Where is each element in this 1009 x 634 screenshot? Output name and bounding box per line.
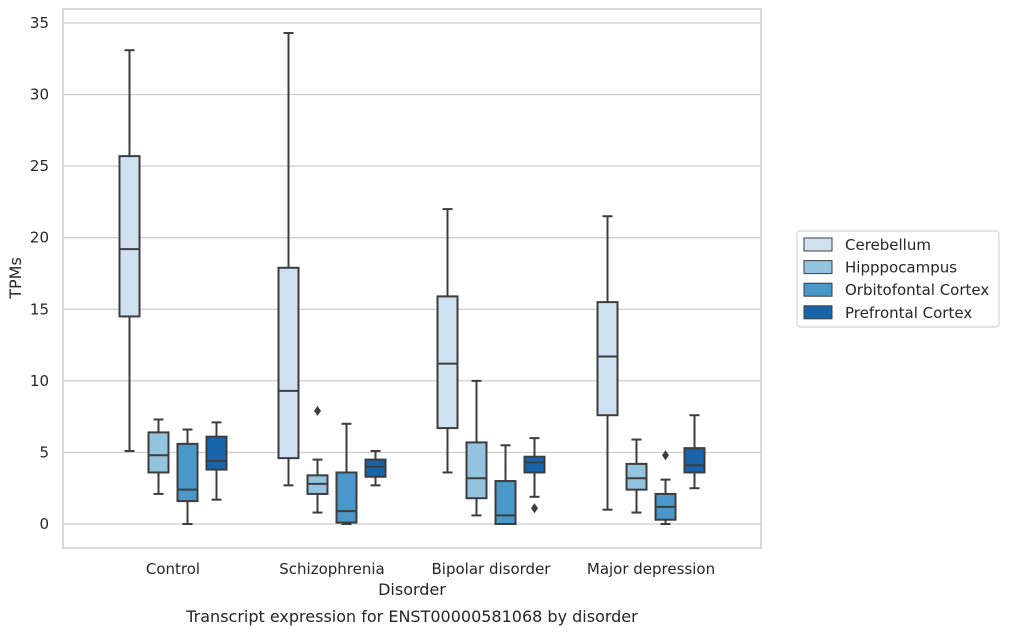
legend-label: Hipppocampus xyxy=(845,259,957,277)
legend-swatch xyxy=(803,260,833,275)
x-tick-label: Schizophrenia xyxy=(279,560,384,578)
box-iqr xyxy=(205,435,228,471)
y-tick-label: 30 xyxy=(30,86,49,104)
x-tick-label: Major depression xyxy=(587,560,715,578)
outlier-point xyxy=(314,405,321,416)
box-iqr xyxy=(118,155,141,318)
box-prefrontal-cortex xyxy=(364,449,387,487)
x-tick-label: Bipolar disorder xyxy=(432,560,552,578)
y-tick-labels: 0 5 10 15 20 25 30 35 xyxy=(30,14,49,533)
box-iqr xyxy=(523,455,546,474)
box-orbitofontal-cortex xyxy=(176,428,199,525)
box-iqr xyxy=(335,471,358,524)
x-tick-label: Control xyxy=(146,560,200,578)
legend-label: Prefrontal Cortex xyxy=(845,304,972,322)
y-tick-label: 25 xyxy=(30,157,49,175)
box-iqr xyxy=(625,462,648,491)
box-cerebellum xyxy=(436,208,459,474)
y-tick-label: 35 xyxy=(30,14,49,32)
box-cerebellum xyxy=(277,32,300,487)
legend-swatch xyxy=(803,282,833,297)
box-iqr xyxy=(176,442,199,503)
y-tick-label: 10 xyxy=(30,372,49,390)
box-iqr xyxy=(277,266,300,460)
outlier-point xyxy=(531,503,538,514)
box-cerebellum xyxy=(596,215,619,511)
box-hipppocampus xyxy=(306,405,329,514)
y-tick-label: 0 xyxy=(39,515,49,533)
y-tick-label: 15 xyxy=(30,300,49,318)
box-prefrontal-cortex xyxy=(523,437,546,514)
y-axis-label: TPMs xyxy=(6,257,25,300)
box-iqr xyxy=(147,431,170,474)
legend-swatch xyxy=(803,305,833,320)
box-groups xyxy=(118,32,706,525)
box-iqr xyxy=(683,447,706,474)
x-axis-label: Disorder xyxy=(378,580,446,599)
box-iqr xyxy=(494,480,517,525)
box-prefrontal-cortex xyxy=(205,421,228,501)
chart-caption: Transcript expression for ENST0000058106… xyxy=(185,607,638,626)
box-cerebellum xyxy=(118,49,141,452)
box-hipppocampus xyxy=(625,438,648,514)
box-iqr xyxy=(436,295,459,430)
legend-swatch xyxy=(803,237,833,252)
legend-label: Orbitofontal Cortex xyxy=(845,281,989,299)
legend: Cerebellum Hipppocampus Orbitofontal Corte… xyxy=(796,230,1000,328)
box-orbitofontal-cortex xyxy=(494,444,517,525)
y-tick-label: 20 xyxy=(30,229,49,247)
box-orbitofontal-cortex xyxy=(654,450,677,525)
box-prefrontal-cortex xyxy=(683,414,706,490)
x-tick-labels: Control Schizophrenia Bipolar disorder Majo… xyxy=(146,560,715,578)
box-hipppocampus xyxy=(147,418,170,495)
box-orbitofontal-cortex xyxy=(335,422,358,525)
box-iqr xyxy=(364,458,387,478)
box-hipppocampus xyxy=(465,379,488,517)
y-tick-label: 5 xyxy=(39,443,49,461)
legend-label: Cerebellum xyxy=(845,236,931,254)
outlier-point xyxy=(662,450,669,461)
box-iqr xyxy=(465,441,488,500)
box-iqr xyxy=(596,301,619,417)
legend-frame xyxy=(796,230,1000,328)
